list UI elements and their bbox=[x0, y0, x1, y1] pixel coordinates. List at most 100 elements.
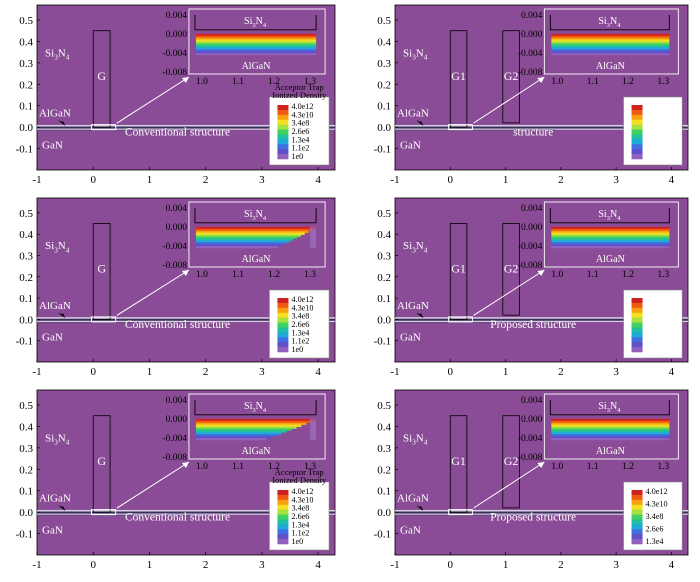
inset-xtick: 1.3 bbox=[657, 270, 669, 280]
inset-trap-band-10 bbox=[195, 245, 278, 249]
colorbar-value: 4.3e10 bbox=[291, 110, 313, 119]
panel-bottom-right: G1 G2 Si3N4 AlGaN GaN Proposed structure Si3N4… bbox=[374, 389, 689, 571]
main-xtick: 0 bbox=[90, 559, 96, 571]
colorbar-value: 2.6e6 bbox=[291, 320, 309, 329]
inset-ytick: -0.008 bbox=[162, 453, 187, 463]
gate2-outline bbox=[502, 415, 520, 509]
inset-trap-band-8 bbox=[551, 242, 670, 245]
inset-passivation-outline bbox=[194, 15, 317, 31]
inset-xtick: 1.1 bbox=[587, 270, 599, 280]
main-ytick: -0.1 bbox=[374, 336, 391, 348]
inset-trap-band-2 bbox=[551, 37, 670, 40]
inset-trap-band-8 bbox=[551, 434, 670, 437]
inset-trap-band-6 bbox=[551, 45, 670, 48]
main-xtick: 1 bbox=[147, 559, 153, 571]
gate-outline bbox=[92, 30, 111, 128]
inset-ytick: -0.008 bbox=[162, 261, 187, 271]
colorbar-swatch-8 bbox=[277, 529, 289, 535]
inset-trap-band-3 bbox=[195, 232, 305, 235]
gate1-label: G1 bbox=[451, 454, 466, 468]
colorbar-value: 4.0e12 bbox=[646, 487, 668, 496]
panel-top-right: G1 G2Si3N4AlGaNGaNstructureSi3N4AlGaN0.00… bbox=[374, 4, 689, 186]
main-ytick: 0.2 bbox=[19, 464, 33, 476]
colorbar-swatch-4 bbox=[631, 317, 643, 323]
main-ytick: 0.1 bbox=[377, 486, 391, 498]
main-xtick: 4 bbox=[669, 366, 675, 378]
main-ytick: 0.5 bbox=[377, 15, 391, 27]
main-ytick: 0.4 bbox=[19, 229, 33, 241]
inset-trap-band-0 bbox=[195, 33, 317, 37]
gate1-label: G1 bbox=[451, 69, 466, 83]
inset-xtick: 1.1 bbox=[232, 270, 244, 280]
inset-trap-band-6 bbox=[195, 238, 294, 241]
colorbar-swatch-8 bbox=[631, 337, 643, 343]
colorbar-swatch-10 bbox=[277, 347, 289, 353]
gan-label: GaN bbox=[400, 525, 421, 537]
inset-trap-band-7 bbox=[551, 432, 670, 435]
inset-trap-band-0 bbox=[195, 226, 317, 230]
colorbar-value: 1.1e2 bbox=[291, 144, 309, 153]
inset-trap-band-8 bbox=[551, 49, 670, 52]
main-ytick: 0.1 bbox=[19, 486, 33, 498]
main-xtick: -1 bbox=[32, 366, 41, 378]
colorbar-swatch-6 bbox=[277, 519, 289, 525]
colorbar-value: 1.3e4 bbox=[291, 135, 309, 144]
inset-passivation-outline bbox=[549, 15, 670, 31]
algan-band bbox=[37, 318, 335, 321]
inset-ytick: 0.000 bbox=[521, 223, 543, 233]
gan-band-top bbox=[395, 320, 688, 323]
zoom-region-box bbox=[91, 316, 117, 323]
main-ytick: 0.1 bbox=[19, 293, 33, 305]
algan-band-top bbox=[395, 124, 688, 127]
main-ytick: 0.0 bbox=[377, 314, 391, 326]
colorbar-swatch-3 bbox=[277, 312, 289, 318]
inset-trap-band-1 bbox=[551, 420, 670, 424]
inset-ytick: 0.004 bbox=[521, 396, 543, 406]
colorbar-swatch-8 bbox=[277, 337, 289, 343]
main-xtick: 4 bbox=[669, 559, 675, 571]
colorbar-swatch-3 bbox=[631, 504, 643, 510]
gan-band-top bbox=[37, 513, 335, 515]
zoom-region-box bbox=[91, 124, 117, 131]
main-xtick: 0 bbox=[90, 174, 96, 186]
main-ytick: 0.4 bbox=[377, 421, 391, 433]
inset-trap-band-4 bbox=[195, 426, 297, 429]
main-ytick: 0.0 bbox=[19, 122, 33, 134]
inset-si3n4-label: Si3N4 bbox=[598, 209, 621, 222]
colorbar-value: 3.4e8 bbox=[646, 512, 664, 521]
colorbar-swatch-7 bbox=[631, 332, 643, 338]
main-xtick: 2 bbox=[203, 366, 209, 378]
main-ytick: 0.2 bbox=[377, 464, 391, 476]
colorbar-swatch-1 bbox=[631, 302, 643, 309]
main-xtick: 2 bbox=[558, 366, 564, 378]
channel-trap-streak bbox=[37, 129, 201, 131]
gate-label: G bbox=[97, 454, 106, 468]
inset-trap-band-7 bbox=[551, 240, 670, 243]
zoom-arrowhead bbox=[537, 270, 545, 276]
main-ytick: 0.4 bbox=[377, 229, 391, 241]
main-xtick: 3 bbox=[613, 366, 619, 378]
gate2-label: G2 bbox=[504, 69, 519, 83]
main-ytick: 0.0 bbox=[377, 507, 391, 519]
inset-trap-band-4 bbox=[551, 426, 670, 429]
inset-trap-band-3 bbox=[551, 39, 670, 42]
colorbar-swatch-4 bbox=[631, 124, 643, 130]
algan-pointer-arrowhead bbox=[61, 121, 65, 126]
gan-band-top bbox=[395, 128, 688, 130]
inset-trap-band-4 bbox=[195, 41, 317, 44]
si3n4-label: Si3N4 bbox=[45, 240, 70, 254]
inset-trap-band-5 bbox=[195, 428, 292, 431]
panel-top-left: G Si3N4 AlGaN GaN Conventional structure Si3N… bbox=[16, 4, 336, 186]
inset-xtick: 1.1 bbox=[587, 77, 599, 87]
colorbar-swatch-10 bbox=[277, 539, 289, 545]
inset-passivation-outline bbox=[194, 400, 317, 416]
main-ytick: -0.1 bbox=[16, 529, 33, 541]
colorbar-swatch-4 bbox=[277, 124, 289, 130]
inset-trap-band-7 bbox=[551, 47, 670, 50]
algan-pointer-arrowhead bbox=[419, 313, 423, 318]
inset-trap-band-2 bbox=[195, 422, 307, 425]
inset-trap-band-10 bbox=[551, 245, 670, 249]
inset-trap-band-9 bbox=[195, 244, 282, 247]
colorbar-swatch-3 bbox=[631, 119, 643, 125]
